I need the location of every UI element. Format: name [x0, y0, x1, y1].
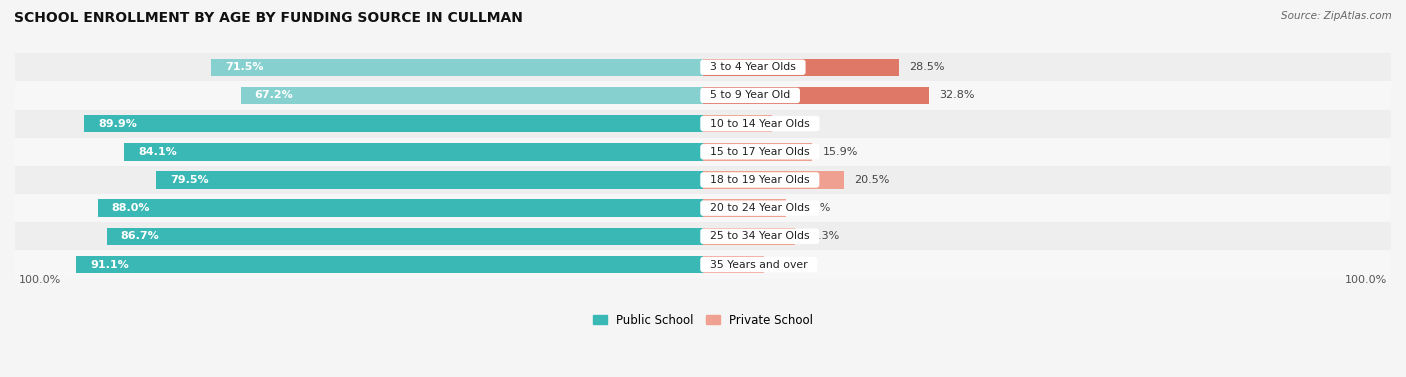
Text: 88.0%: 88.0%	[111, 203, 150, 213]
Bar	[15, 138, 1391, 166]
Text: Source: ZipAtlas.com: Source: ZipAtlas.com	[1281, 11, 1392, 21]
Bar	[15, 109, 1391, 138]
Text: 79.5%: 79.5%	[170, 175, 208, 185]
Text: 71.5%: 71.5%	[225, 62, 263, 72]
Bar	[703, 115, 772, 132]
Text: 20.5%: 20.5%	[855, 175, 890, 185]
Bar	[15, 222, 1391, 250]
Text: 12.0%: 12.0%	[796, 203, 831, 213]
Text: 89.9%: 89.9%	[98, 119, 138, 129]
Legend: Public School, Private School: Public School, Private School	[593, 314, 813, 326]
Text: 13.3%: 13.3%	[804, 231, 839, 241]
Text: 32.8%: 32.8%	[939, 90, 974, 100]
Bar	[15, 53, 1391, 81]
Text: 3 to 4 Year Olds: 3 to 4 Year Olds	[703, 62, 803, 72]
Text: 15 to 17 Year Olds: 15 to 17 Year Olds	[703, 147, 817, 157]
Text: SCHOOL ENROLLMENT BY AGE BY FUNDING SOURCE IN CULLMAN: SCHOOL ENROLLMENT BY AGE BY FUNDING SOUR…	[14, 11, 523, 25]
Bar	[124, 143, 703, 161]
Text: 91.1%: 91.1%	[90, 259, 129, 270]
Text: 10.1%: 10.1%	[783, 119, 818, 129]
Text: 15.9%: 15.9%	[823, 147, 858, 157]
Bar	[703, 228, 794, 245]
Text: 25 to 34 Year Olds: 25 to 34 Year Olds	[703, 231, 817, 241]
Text: 10 to 14 Year Olds: 10 to 14 Year Olds	[703, 119, 817, 129]
Bar	[15, 81, 1391, 109]
Bar	[15, 194, 1391, 222]
Bar	[703, 199, 786, 217]
Text: 84.1%: 84.1%	[138, 147, 177, 157]
Text: 18 to 19 Year Olds: 18 to 19 Year Olds	[703, 175, 817, 185]
Bar	[15, 250, 1391, 279]
Bar	[107, 228, 703, 245]
Text: 86.7%: 86.7%	[121, 231, 159, 241]
Text: 5 to 9 Year Old: 5 to 9 Year Old	[703, 90, 797, 100]
Bar	[211, 58, 703, 76]
Text: 35 Years and over: 35 Years and over	[703, 259, 814, 270]
Bar	[703, 143, 813, 161]
Text: 100.0%: 100.0%	[1346, 275, 1388, 285]
Text: 100.0%: 100.0%	[18, 275, 60, 285]
Text: 67.2%: 67.2%	[254, 90, 294, 100]
Text: 28.5%: 28.5%	[910, 62, 945, 72]
Text: 20 to 24 Year Olds: 20 to 24 Year Olds	[703, 203, 817, 213]
Bar	[15, 166, 1391, 194]
Bar	[240, 87, 703, 104]
Text: 8.9%: 8.9%	[775, 259, 803, 270]
Bar	[76, 256, 703, 273]
Bar	[84, 115, 703, 132]
Bar	[703, 171, 844, 189]
Bar	[703, 87, 929, 104]
Bar	[703, 58, 898, 76]
Bar	[97, 199, 703, 217]
Bar	[703, 256, 765, 273]
Bar	[156, 171, 703, 189]
